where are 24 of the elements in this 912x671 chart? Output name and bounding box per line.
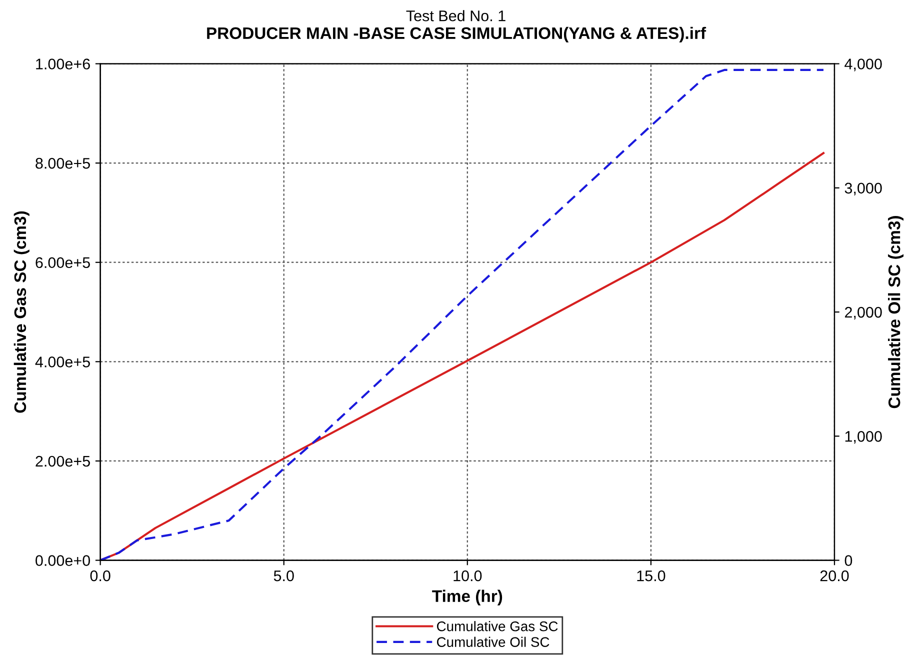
y-tick-label: 1.00e+6: [36, 58, 90, 70]
x-tick-label: 0.0: [90, 570, 110, 582]
y-tick-label: 4.00e+5: [35, 356, 90, 368]
y2-tick-label: 4,000: [844, 58, 882, 72]
x-tick-label: 5.0: [274, 570, 294, 582]
chart-subtitle: Test Bed No. 1: [406, 10, 506, 22]
x-tick-label: 15.0: [637, 570, 666, 582]
legend-label: Cumulative Gas SC: [436, 621, 558, 632]
x-axis-title: Time (hr): [432, 590, 502, 606]
y2-tick-label: 0: [844, 555, 852, 566]
y-tick-label: 8.00e+5: [36, 158, 90, 169]
y-tick-label: 0.00e+0: [36, 555, 90, 566]
chart-title: PRODUCER MAIN -BASE CASE SIMULATION(YANG & ATES).irf: [207, 26, 706, 42]
x-tick-label: 20.0: [820, 570, 849, 582]
y-axis-title: Cumulative Gas SC (cm3): [14, 211, 30, 413]
y2-tick-label: 3,000: [844, 182, 882, 196]
line-series: [100, 68, 825, 560]
y2-tick-label: 1,000: [845, 431, 882, 444]
y2-tick-label: 2,000: [844, 306, 882, 320]
y2-axis-title: Cumulative Oil SC (cm3): [888, 216, 904, 408]
legend-label: Cumulative Oil SC: [436, 636, 550, 647]
y-tick-label: 2.00e+5: [36, 456, 90, 467]
y-tick-label: 6.00e+5: [36, 257, 90, 268]
x-tick-label: 10.0: [454, 570, 482, 582]
